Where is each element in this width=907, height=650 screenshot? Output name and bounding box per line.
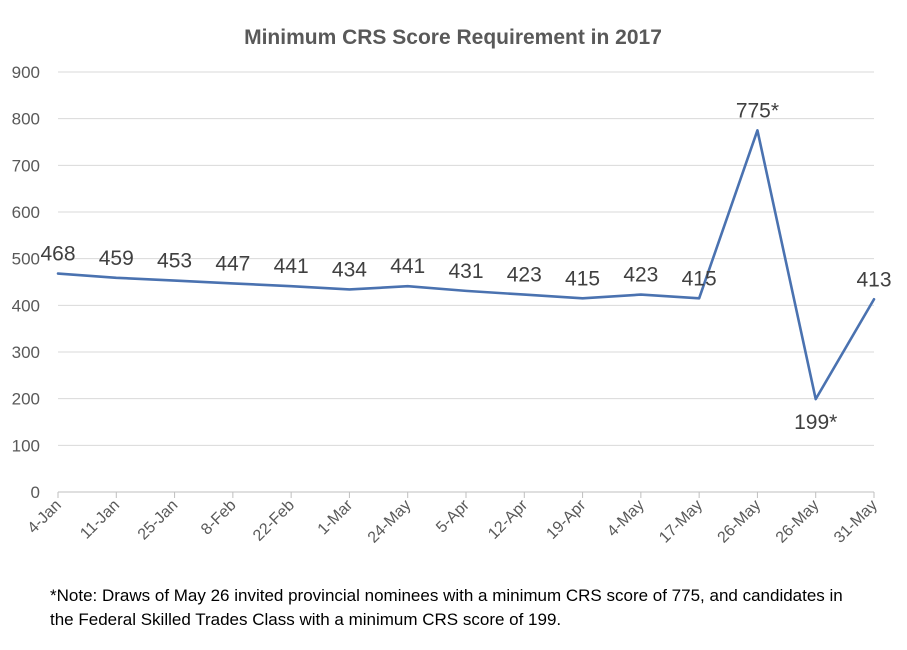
data-label: 447: [215, 252, 250, 275]
data-label: 453: [157, 250, 192, 273]
x-tick-label: 19-Apr: [543, 496, 589, 542]
x-tick-label: 31-May: [831, 497, 881, 547]
y-tick-label: 100: [12, 436, 40, 455]
data-label: 468: [40, 243, 75, 266]
data-label: 415: [682, 267, 717, 290]
x-tick-label: 17-May: [656, 497, 706, 547]
chart-footnote: *Note: Draws of May 26 invited provincia…: [50, 586, 843, 629]
data-label: 415: [565, 267, 600, 290]
series-line: [56, 129, 876, 401]
x-tick-label: 1-Mar: [315, 496, 357, 538]
x-tick-label: 24-May: [365, 497, 415, 547]
y-tick-label: 400: [12, 296, 40, 315]
data-label: 423: [507, 264, 542, 287]
x-tick-label: 26-May: [773, 497, 823, 547]
y-tick-label: 500: [12, 250, 40, 269]
x-tick-label: 22-Feb: [250, 497, 298, 545]
y-tick-label: 600: [12, 203, 40, 222]
x-tick-label: 4-May: [604, 497, 647, 540]
data-label: 423: [623, 264, 658, 287]
y-tick-label: 700: [12, 156, 40, 175]
x-tick-label: 26-May: [715, 497, 765, 547]
y-tick-label: 300: [12, 343, 40, 362]
data-label: 441: [390, 255, 425, 278]
data-label: 431: [448, 260, 483, 283]
y-tick-label: 900: [12, 63, 40, 82]
data-label: 459: [99, 247, 134, 270]
data-label: 434: [332, 258, 367, 281]
data-label: 441: [274, 255, 309, 278]
x-tick-label: 8-Feb: [198, 497, 240, 539]
x-tick-label: 4-Jan: [25, 497, 65, 537]
x-tick-label: 25-Jan: [135, 497, 182, 544]
y-tick-label: 0: [31, 483, 40, 502]
x-tick-label: 11-Jan: [77, 497, 123, 543]
data-label: 775*: [736, 99, 779, 122]
x-tick-label: 12-Apr: [485, 496, 531, 542]
y-tick-label: 800: [12, 110, 40, 129]
x-tick-label: 5-Apr: [433, 496, 473, 536]
y-tick-label: 200: [12, 390, 40, 409]
data-label: 199*: [794, 411, 837, 434]
chart-title: Minimum CRS Score Requirement in 2017: [244, 26, 662, 49]
data-label: 413: [856, 268, 891, 291]
